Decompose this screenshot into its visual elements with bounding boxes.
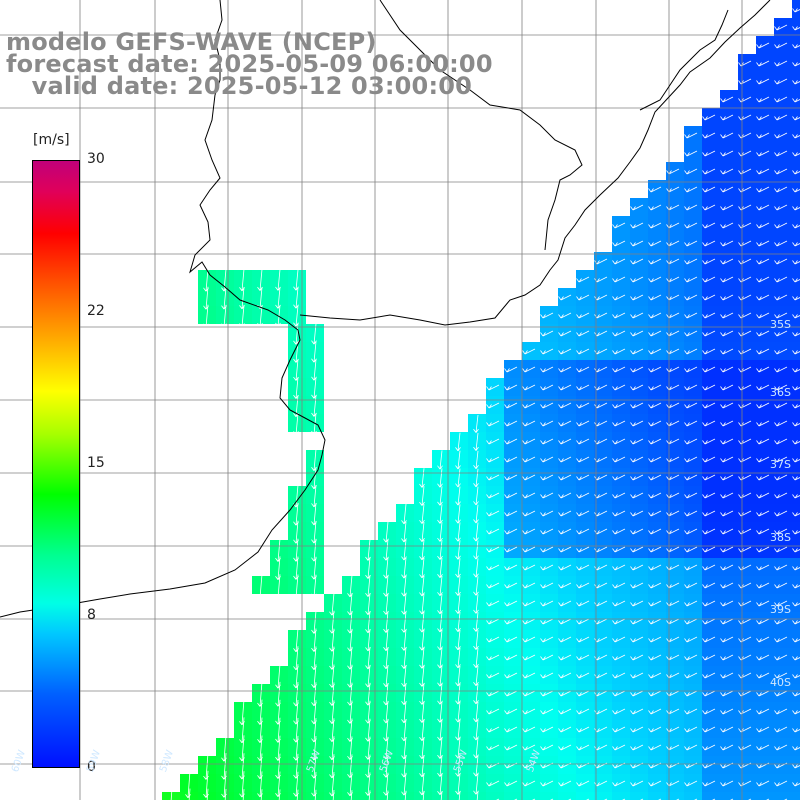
wind-arrows [170, 8, 800, 800]
lat-label: 40S [770, 676, 791, 689]
lat-label: 39S [770, 603, 791, 616]
colorbar-tick: 30 [87, 151, 105, 167]
lat-label: 35S [770, 318, 791, 331]
colorbar [32, 160, 80, 768]
lat-label: 38S [770, 531, 791, 544]
coastline-north [299, 0, 771, 326]
colorbar-unit: [m/s] [33, 132, 70, 148]
forecast-date: forecast date: 2025-05-09 06:00:00 [6, 50, 493, 78]
lat-label: 37S [770, 458, 791, 471]
lat-label: 36S [770, 386, 791, 399]
model-title: modelo GEFS-WAVE (NCEP) [6, 28, 377, 56]
colorbar-tick: 8 [87, 607, 96, 623]
coastline [0, 0, 326, 618]
colorbar-tick: 15 [87, 455, 105, 471]
river-line [639, 9, 729, 111]
colorbar-tick: 0 [87, 759, 96, 775]
valid-date: valid date: 2025-05-12 03:00:00 [6, 72, 473, 100]
border-line [379, 0, 583, 251]
colorbar-tick: 22 [87, 303, 105, 319]
